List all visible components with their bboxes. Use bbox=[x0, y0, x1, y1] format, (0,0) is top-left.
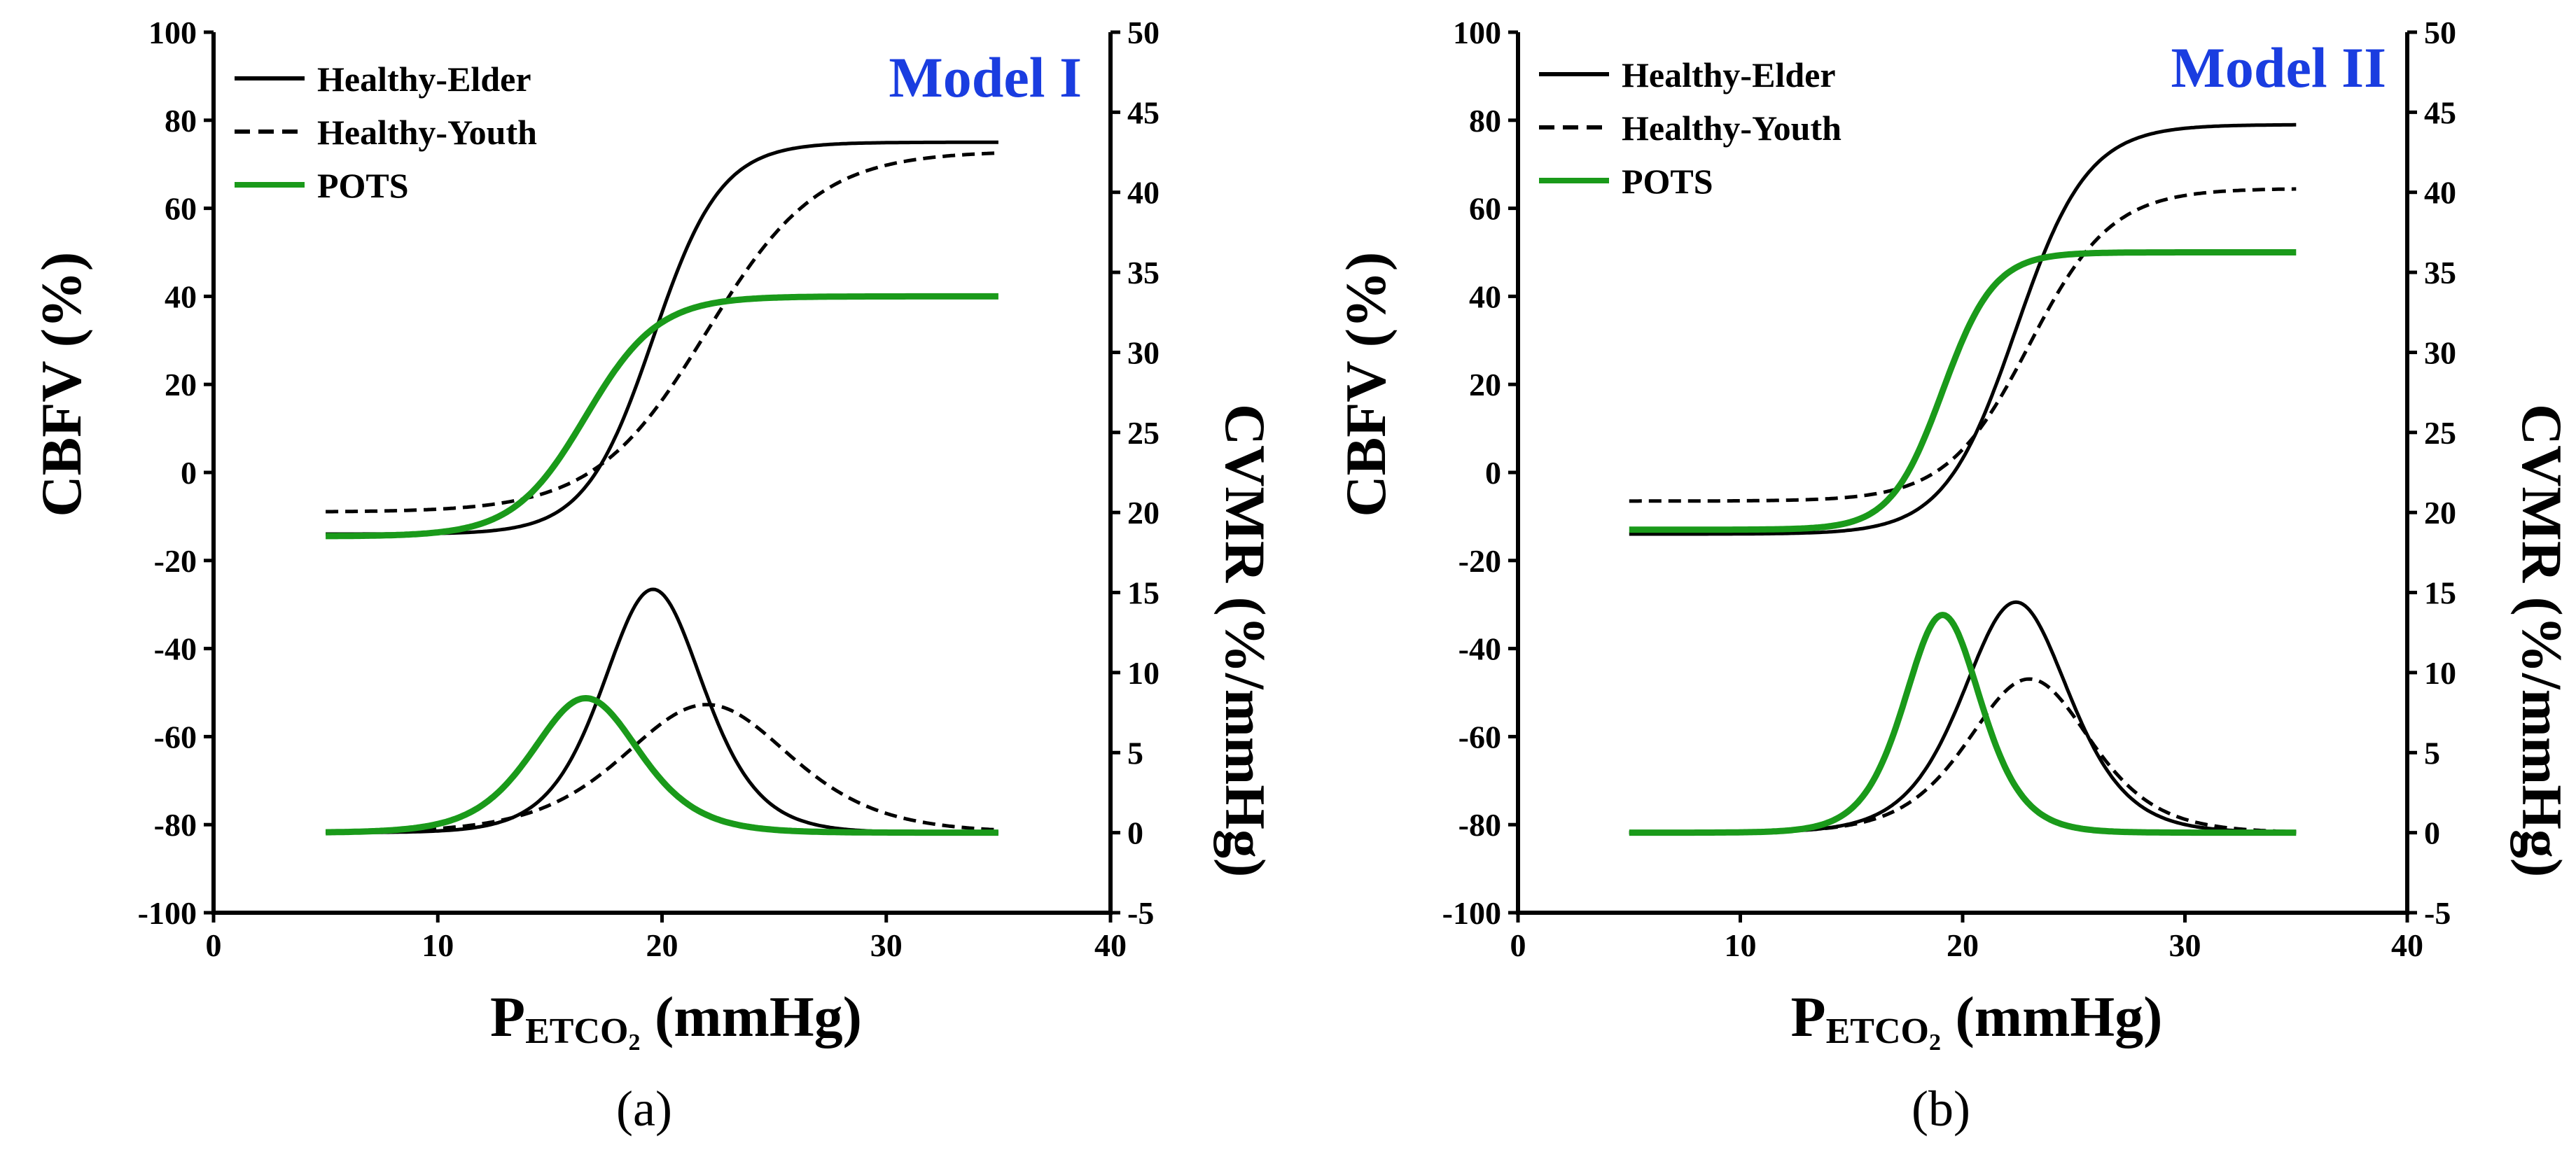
right-y-tick-label: 30 bbox=[2424, 335, 2456, 370]
chart-panel-a: -100-80-60-40-20020406080100-50510152025… bbox=[29, 15, 1277, 1137]
x-axis-label-main: P bbox=[490, 985, 525, 1049]
model-title: Model II bbox=[2171, 36, 2387, 99]
left-y-axis-label: CBFV (%) bbox=[1334, 252, 1398, 517]
legend-label-pots: POTS bbox=[317, 166, 409, 205]
x-axis-label-main: P bbox=[1791, 985, 1826, 1049]
chart-panel-b: -100-80-60-40-20020406080100-50510152025… bbox=[1334, 15, 2574, 1137]
x-tick-label: 10 bbox=[1725, 927, 1757, 963]
right-y-tick-label: 20 bbox=[2424, 495, 2456, 531]
x-tick-label: 20 bbox=[1947, 927, 1979, 963]
left-y-tick-label: 0 bbox=[181, 455, 197, 491]
right-y-tick-label: 0 bbox=[2424, 815, 2440, 851]
x-axis-label-subsub: 2 bbox=[628, 1030, 640, 1056]
x-tick-label: 20 bbox=[646, 927, 678, 963]
x-tick-label: 0 bbox=[1510, 927, 1526, 963]
x-axis-label: PETCO2 (mmHg) bbox=[1791, 985, 2163, 1056]
left-y-tick-label: 80 bbox=[165, 103, 197, 139]
right-y-tick-label: 15 bbox=[2424, 575, 2456, 611]
panel-label: (b) bbox=[1912, 1081, 1970, 1137]
left-y-tick-label: -20 bbox=[154, 543, 197, 579]
x-axis-label: PETCO2 (mmHg) bbox=[490, 985, 862, 1056]
left-y-tick-label: -80 bbox=[154, 807, 197, 843]
left-y-tick-label: -80 bbox=[1458, 807, 1501, 843]
legend: Healthy-Elder Healthy-Youth POTS bbox=[235, 59, 537, 205]
series-line-healthy-elder-cbfv bbox=[1629, 122, 2297, 536]
left-y-tick-label: -100 bbox=[1442, 895, 1501, 931]
right-y-tick-label: 5 bbox=[2424, 735, 2440, 771]
right-y-tick-label: 40 bbox=[2424, 175, 2456, 211]
left-y-tick-label: 20 bbox=[1469, 367, 1501, 402]
left-y-tick-label: 20 bbox=[165, 367, 197, 402]
right-y-tick-label: 45 bbox=[2424, 94, 2456, 130]
right-y-tick-label: 0 bbox=[1127, 815, 1143, 851]
right-y-tick-label: 40 bbox=[1127, 175, 1160, 211]
model-title: Model I bbox=[889, 45, 1082, 109]
x-axis-label-unit: (mmHg) bbox=[1941, 985, 2163, 1049]
x-tick-label: 30 bbox=[870, 927, 903, 963]
x-tick-label: 30 bbox=[2169, 927, 2201, 963]
right-y-tick-label: -5 bbox=[1127, 895, 1154, 931]
legend-label-healthy-youth: Healthy-Youth bbox=[1622, 108, 1842, 148]
left-y-tick-label: 0 bbox=[1485, 455, 1501, 491]
series-line-healthy-elder-cbfv bbox=[326, 140, 998, 536]
left-y-tick-label: 40 bbox=[165, 279, 197, 314]
legend-label-pots: POTS bbox=[1622, 162, 1713, 201]
right-y-axis-label: CVMR (%/mmHg) bbox=[1213, 404, 1277, 877]
series-line-healthy-elder-cvmr bbox=[326, 587, 998, 835]
x-tick-label: 40 bbox=[1094, 927, 1127, 963]
right-y-tick-label: 10 bbox=[1127, 655, 1160, 691]
right-y-tick-label: 35 bbox=[2424, 255, 2456, 290]
left-y-tick-label: -40 bbox=[1458, 631, 1501, 667]
legend: Healthy-Elder Healthy-Youth POTS bbox=[1539, 55, 1842, 201]
left-y-tick-label: -60 bbox=[154, 719, 197, 755]
x-tick-label: 10 bbox=[422, 927, 454, 963]
series-line-pots-cvmr bbox=[324, 695, 1000, 836]
right-y-tick-label: 5 bbox=[1127, 735, 1143, 771]
right-y-tick-label: 25 bbox=[2424, 415, 2456, 451]
right-y-tick-label: 35 bbox=[1127, 255, 1160, 290]
right-y-tick-label: 10 bbox=[2424, 655, 2456, 691]
x-axis-label-unit: (mmHg) bbox=[640, 985, 862, 1049]
left-y-tick-label: 60 bbox=[165, 191, 197, 227]
right-y-tick-label: 50 bbox=[1127, 15, 1160, 50]
right-y-tick-label: 25 bbox=[1127, 415, 1160, 451]
series-line-pots-cbfv bbox=[1628, 249, 2297, 533]
series-line-healthy-youth-cbfv bbox=[1629, 187, 2297, 503]
right-y-tick-label: 30 bbox=[1127, 335, 1160, 370]
left-y-tick-label: 100 bbox=[1453, 15, 1501, 50]
x-tick-label: 0 bbox=[206, 927, 222, 963]
legend-label-healthy-youth: Healthy-Youth bbox=[317, 113, 537, 152]
left-y-tick-label: -20 bbox=[1458, 543, 1501, 579]
right-y-tick-label: 15 bbox=[1127, 575, 1160, 611]
series-line-healthy-youth-cvmr bbox=[1629, 677, 2297, 835]
x-axis-label-sub: ETCO bbox=[525, 1011, 628, 1051]
right-y-axis-label: CVMR (%/mmHg) bbox=[2510, 404, 2574, 877]
panel-label: (a) bbox=[616, 1081, 672, 1137]
x-axis-label-sub: ETCO bbox=[1826, 1011, 1929, 1051]
legend-label-healthy-elder: Healthy-Elder bbox=[317, 59, 531, 99]
legend-label-healthy-elder: Healthy-Elder bbox=[1622, 55, 1836, 94]
x-axis-label-subsub: 2 bbox=[1929, 1030, 1941, 1056]
series-line-pots-cvmr bbox=[1628, 612, 2297, 836]
left-y-tick-label: -100 bbox=[138, 895, 197, 931]
right-y-tick-label: -5 bbox=[2424, 895, 2451, 931]
left-y-tick-label: 100 bbox=[148, 15, 197, 50]
left-y-tick-label: -60 bbox=[1458, 719, 1501, 755]
left-y-tick-label: 80 bbox=[1469, 103, 1501, 139]
left-y-axis-label: CBFV (%) bbox=[29, 252, 93, 517]
series-line-healthy-youth-cbfv bbox=[326, 151, 998, 514]
x-tick-label: 40 bbox=[2391, 927, 2423, 963]
left-y-tick-label: 40 bbox=[1469, 279, 1501, 314]
left-y-tick-label: -40 bbox=[154, 631, 197, 667]
left-y-tick-label: 60 bbox=[1469, 191, 1501, 227]
series-line-healthy-youth-cvmr bbox=[326, 703, 998, 834]
right-y-tick-label: 45 bbox=[1127, 94, 1160, 130]
series-line-pots-cbfv bbox=[324, 293, 1000, 540]
right-y-tick-label: 20 bbox=[1127, 495, 1160, 531]
right-y-tick-label: 50 bbox=[2424, 15, 2456, 50]
